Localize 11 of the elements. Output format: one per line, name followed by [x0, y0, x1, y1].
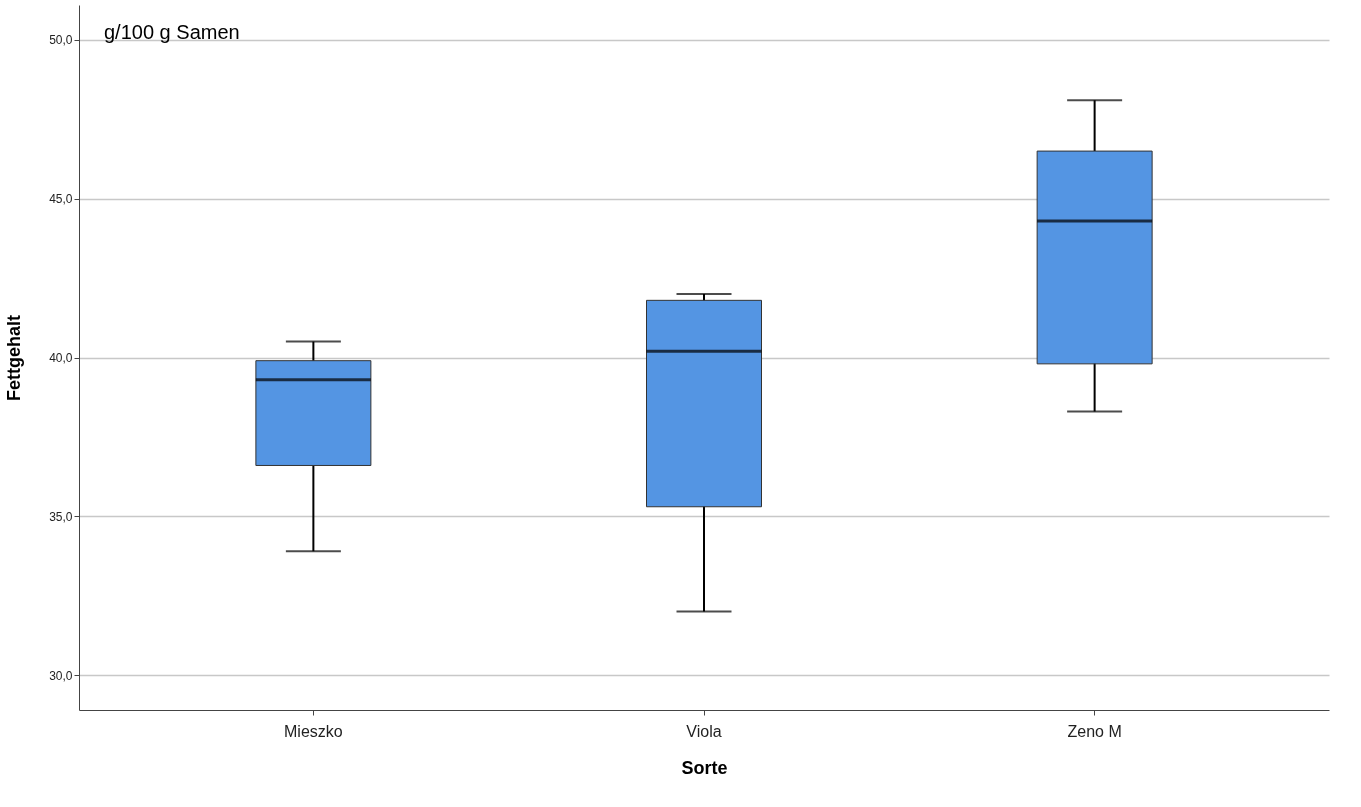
y-tick-label: 35,0: [49, 509, 73, 524]
y-axis-title: Fettgehalt: [4, 314, 25, 402]
y-tick-label: 50,0: [49, 33, 73, 48]
x-axis-title: Sorte: [681, 757, 728, 778]
x-tick-label: Zeno M: [1067, 722, 1122, 740]
x-tick-label: Mieszko: [284, 722, 343, 740]
annotation: g/100 g Samen: [104, 21, 240, 43]
y-tick-label: 30,0: [49, 668, 73, 683]
y-tick-label: 40,0: [49, 351, 73, 365]
y-tick-label: 45,0: [49, 192, 73, 207]
x-tick-label: Viola: [686, 722, 722, 740]
